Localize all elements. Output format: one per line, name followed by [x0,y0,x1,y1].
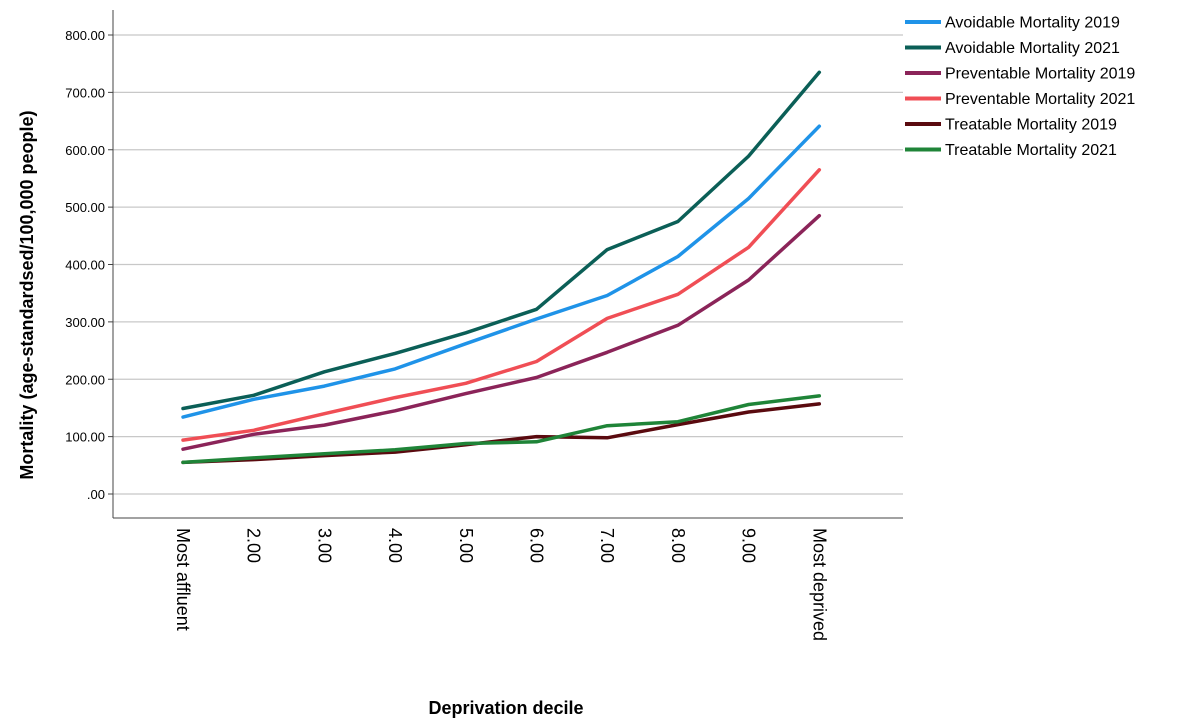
y-tick-label: 500.00 [65,200,105,215]
x-tick-label: 3.00 [314,528,334,563]
y-tick-label: .00 [87,487,105,502]
y-axis-ticks: .00 100.00 200.00 300.00 400.00 500.00 600.00 7… [65,28,113,502]
legend-label: Treatable Mortality 2021 [945,142,1117,159]
legend-label: Treatable Mortality 2019 [945,117,1117,134]
x-tick-label: 8.00 [668,528,688,563]
series-line-preventable-mortality-2021 [181,168,822,442]
x-tick-label: 6.00 [527,528,547,563]
legend-label: Avoidable Mortality 2021 [945,40,1120,57]
x-tick-label: 5.00 [456,528,476,563]
series-line-avoidable-mortality-2021 [181,70,822,411]
x-tick-label: 7.00 [597,528,617,563]
y-tick-label: 100.00 [65,430,105,445]
y-tick-label: 600.00 [65,143,105,158]
y-tick-label: 700.00 [65,85,105,100]
series-lines [181,70,822,465]
y-tick-label: 200.00 [65,372,105,387]
legend-label: Preventable Mortality 2019 [945,66,1135,83]
y-tick-label: 300.00 [65,315,105,330]
gridlines [113,34,903,495]
y-axis-title: Mortality (age-standardsed/100,000 peopl… [17,110,37,479]
x-tick-label: 9.00 [739,528,759,563]
series-line-treatable-mortality-2019 [181,402,822,465]
legend: Avoidable Mortality 2019 Avoidable Mortal… [905,15,1135,159]
axes [112,10,903,519]
legend-label: Preventable Mortality 2021 [945,91,1135,108]
x-tick-label: 2.00 [244,528,264,563]
series-line-avoidable-mortality-2019 [181,124,822,419]
x-tick-label: Most deprived [809,528,829,641]
x-axis-ticks: Most affluent 2.00 3.00 4.00 5.00 6.00 7.00 8.0… [173,528,829,641]
y-tick-label: 800.00 [65,28,105,43]
x-axis-title: Deprivation decile [428,698,583,718]
series-line-preventable-mortality-2019 [181,213,822,451]
y-tick-label: 400.00 [65,258,105,273]
x-tick-label: Most affluent [173,528,193,631]
x-tick-label: 4.00 [385,528,405,563]
legend-label: Avoidable Mortality 2019 [945,15,1120,32]
series-line-treatable-mortality-2021 [181,394,822,465]
